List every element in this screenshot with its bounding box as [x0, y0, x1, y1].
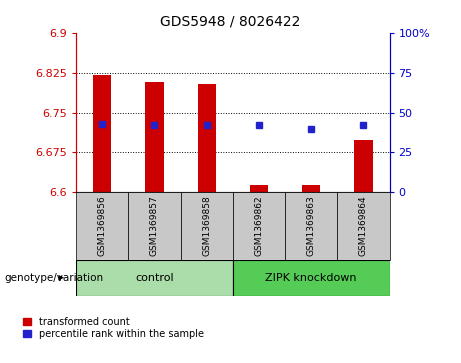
Bar: [250, 185, 268, 192]
Text: GSM1369856: GSM1369856: [98, 196, 106, 256]
Text: control: control: [135, 273, 174, 283]
Bar: [197, 84, 216, 192]
Bar: [181, 192, 233, 260]
Bar: [93, 75, 112, 192]
Text: ZIPK knockdown: ZIPK knockdown: [266, 273, 357, 283]
Text: GSM1369864: GSM1369864: [359, 196, 368, 256]
Bar: [302, 185, 320, 192]
Text: genotype/variation: genotype/variation: [5, 273, 104, 283]
Text: GDS5948 / 8026422: GDS5948 / 8026422: [160, 15, 301, 29]
Bar: [285, 192, 337, 260]
Bar: [233, 192, 285, 260]
Bar: [354, 140, 372, 192]
Text: GSM1369857: GSM1369857: [150, 196, 159, 256]
Bar: [337, 192, 390, 260]
Text: GSM1369862: GSM1369862: [254, 196, 263, 256]
Text: GSM1369863: GSM1369863: [307, 196, 316, 256]
Bar: [233, 260, 390, 296]
Bar: [128, 192, 181, 260]
Bar: [76, 260, 233, 296]
Bar: [76, 192, 128, 260]
Text: GSM1369858: GSM1369858: [202, 196, 211, 256]
Bar: [145, 82, 164, 192]
Legend: transformed count, percentile rank within the sample: transformed count, percentile rank withi…: [24, 317, 204, 339]
